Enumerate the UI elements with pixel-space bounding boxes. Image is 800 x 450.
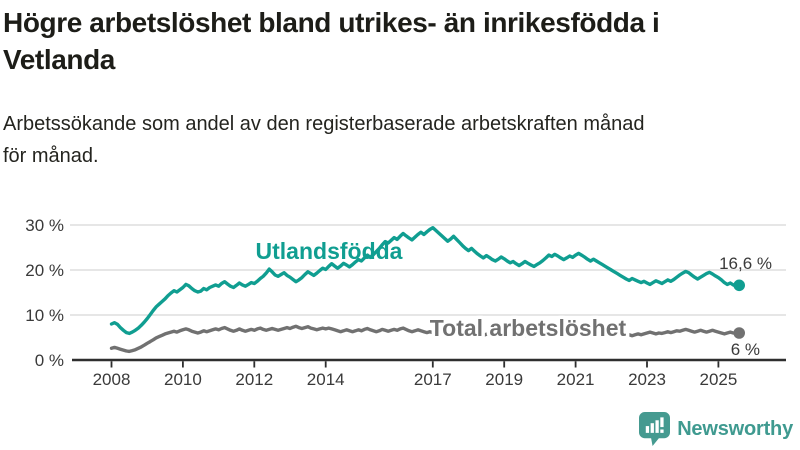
newsworthy-branding: Newsworthy [639, 412, 793, 446]
page-title-line1: Högre arbetslöshet bland utrikes- än inr… [3, 7, 660, 38]
chart-end-dots [733, 279, 745, 339]
x-tick-label-2014: 2014 [307, 370, 345, 389]
x-tick-label-2021: 2021 [557, 370, 595, 389]
chart-geometry: 30 % 20 % 10 % 0 % 2008 2010 2012 2014 2017 2019 2… [25, 216, 786, 389]
end-value-label-total: 6 % [731, 340, 760, 359]
chart-subtitle: Arbetssökande som andel av den registerb… [3, 108, 796, 172]
logo-bar-3 [655, 420, 659, 433]
x-tick-label-2019: 2019 [485, 370, 523, 389]
logo-bubble-shape [639, 412, 671, 446]
series-label-utlandsfodda: Utlandsfödda [256, 238, 403, 264]
x-tick-label-2010: 2010 [164, 370, 202, 389]
series-end-dot-1 [733, 327, 745, 339]
x-tick-label-2017: 2017 [414, 370, 452, 389]
end-value-label-utlandsfodda: 16,6 % [719, 254, 772, 273]
x-tick-label-2023: 2023 [628, 370, 666, 389]
series-line-0 [109, 226, 741, 336]
brand-name: Newsworthy [677, 417, 793, 440]
chart-subtitle-line2: för månad. [3, 145, 99, 167]
y-tick-label-20: 20 % [25, 261, 64, 280]
line-chart: 30 % 20 % 10 % 0 % 2008 2010 2012 2014 2017 2019 2… [25, 216, 786, 389]
series-end-dot-0 [733, 279, 745, 292]
x-tick-label-2008: 2008 [93, 370, 131, 389]
y-tick-label-30: 30 % [25, 216, 64, 235]
chart-header: Högre arbetslöshet bland utrikes- än inr… [0, 0, 800, 172]
logo-bar-2 [650, 423, 655, 433]
logo-exclamation-bar [660, 417, 664, 428]
logo-bar-1 [645, 426, 650, 433]
y-tick-label-0: 0 % [35, 351, 64, 370]
logo-exclamation-dot [660, 429, 664, 433]
series-line-1 [109, 323, 741, 354]
page-title-line2: Vetlanda [3, 44, 115, 75]
series-label-total-arbetsloshet: Total arbetslöshet [430, 315, 627, 341]
newsworthy-logo-icon [639, 412, 671, 446]
x-tick-label-2012: 2012 [235, 370, 273, 389]
chart-subtitle-line1: Arbetssökande som andel av den registerb… [3, 113, 645, 135]
x-tick-label-2025: 2025 [699, 370, 737, 389]
y-tick-label-10: 10 % [25, 306, 64, 325]
